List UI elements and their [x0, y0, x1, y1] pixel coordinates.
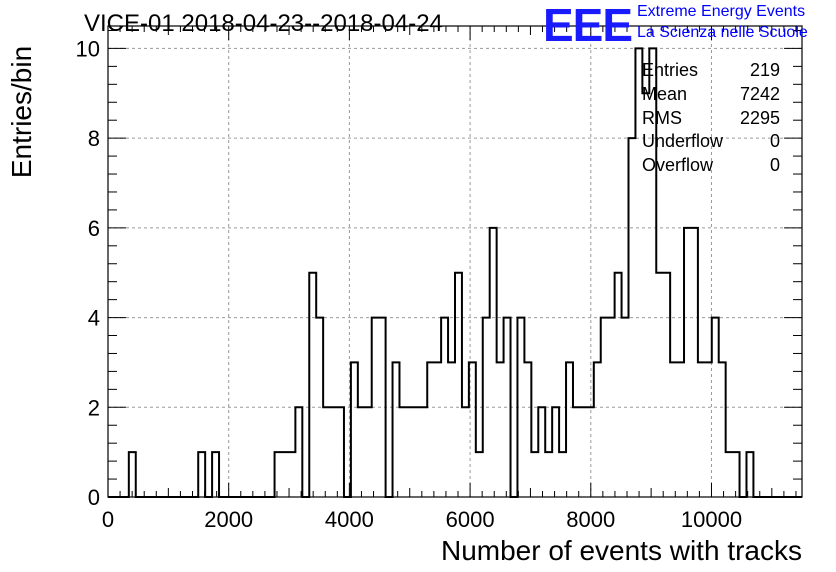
logo-line-1: Extreme Energy Events [637, 3, 806, 20]
y-tick-label: 10 [76, 36, 100, 61]
x-tick-label: 4000 [325, 507, 374, 532]
x-axis-label: Number of events with tracks [440, 535, 802, 566]
stats-label: Mean [642, 83, 688, 104]
chart-title: VICE-01 2018-04-23--2018-04-24 [84, 10, 443, 37]
y-tick-label: 4 [88, 306, 100, 331]
stats-value: 2295 [739, 107, 780, 128]
stats-row-underflow: Underflow 0 [642, 130, 780, 154]
y-axis-label: Entries/bin [6, 45, 37, 179]
x-tick-label: 0 [102, 507, 114, 532]
y-tick-label: 0 [88, 485, 100, 510]
x-tick-label: 6000 [446, 507, 495, 532]
stats-label: Overflow [642, 155, 714, 176]
stats-row-overflow: Overflow 0 [642, 154, 780, 178]
y-tick-label: 6 [88, 216, 100, 241]
eee-logo: EEE [543, 0, 633, 51]
stats-value: 0 [769, 155, 780, 176]
stats-label: Entries [642, 60, 699, 80]
stats-label: Underflow [642, 131, 724, 152]
stats-row-mean: Mean 7242 [642, 83, 780, 107]
stats-row-rms: RMS 2295 [642, 107, 780, 131]
y-tick-label: 8 [88, 126, 100, 151]
stats-label: RMS [642, 107, 682, 128]
stats-box: Entries 219 Mean 7242 RMS 2295 Underflow 0 O… [642, 59, 780, 178]
stats-value: 0 [769, 131, 780, 152]
logo-line-2: La Scienza nelle Scuole [637, 24, 808, 41]
stats-row-entries: Entries 219 [642, 59, 780, 83]
x-tick-label: 2000 [204, 507, 253, 532]
x-tick-label: 8000 [566, 507, 615, 532]
stats-value: 219 [749, 60, 780, 80]
plot-frame [107, 25, 803, 498]
x-tick-label: 10000 [681, 507, 742, 532]
y-tick-label: 2 [88, 395, 100, 420]
stats-value: 7242 [739, 83, 780, 104]
